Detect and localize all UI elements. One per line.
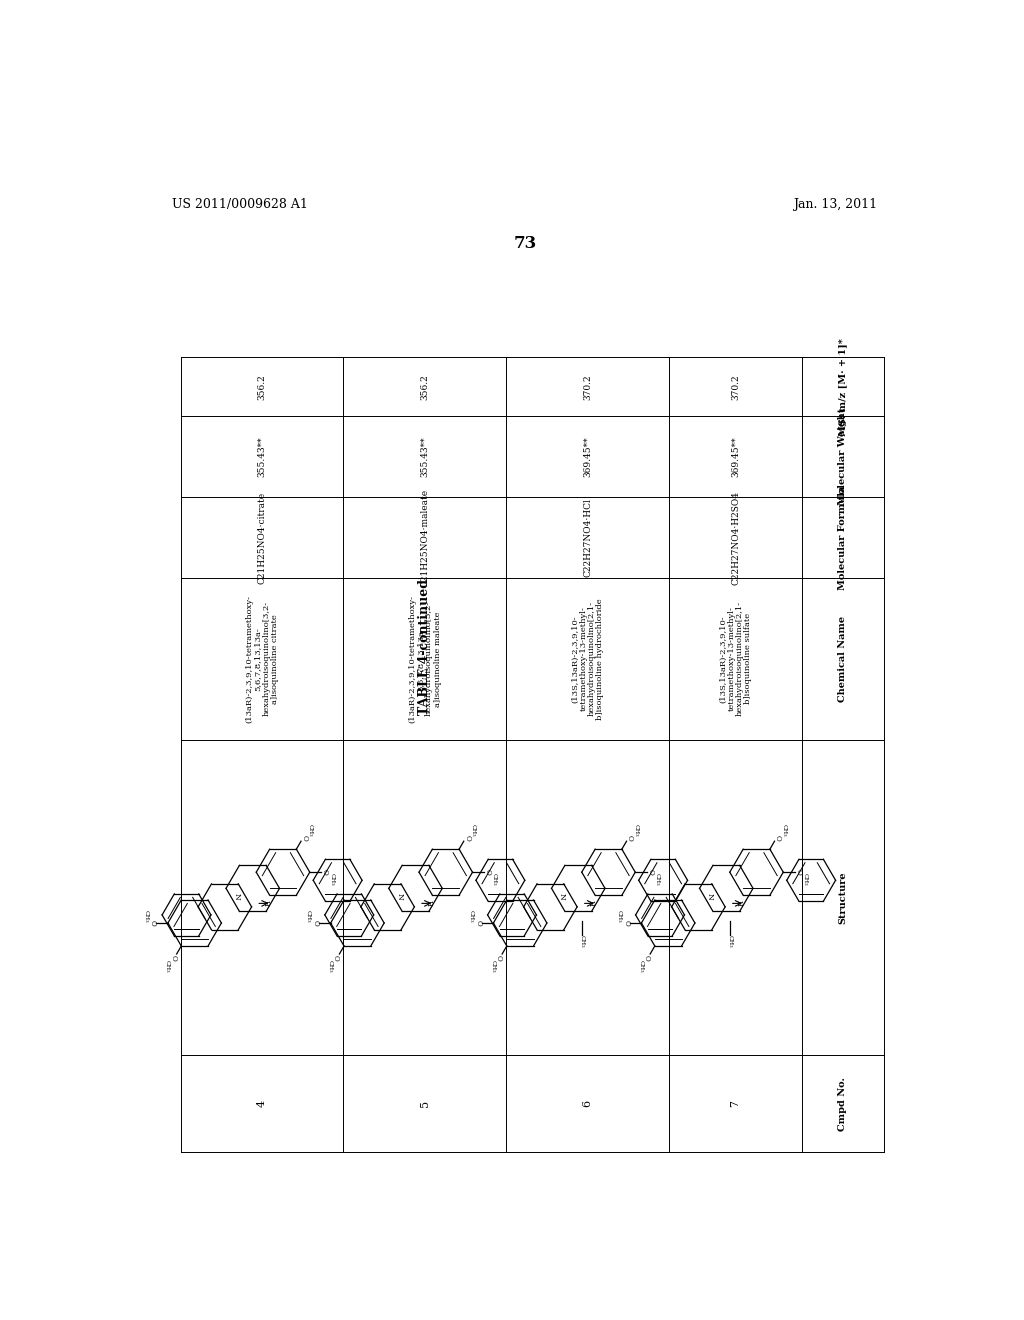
Text: O: O: [774, 834, 782, 841]
Text: CH₃: CH₃: [490, 961, 496, 973]
Text: O: O: [643, 954, 650, 961]
Text: (13aR)-2,3,9,10-tetramethoxy-: (13aR)-2,3,9,10-tetramethoxy-: [408, 595, 416, 723]
Text: C21H25NO4·maleate: C21H25NO4·maleate: [420, 488, 429, 586]
Text: CH₃: CH₃: [493, 873, 497, 886]
Text: C22H27NO4·H2SO4: C22H27NO4·H2SO4: [731, 491, 740, 585]
Text: C21H25NO4·citrate: C21H25NO4·citrate: [258, 491, 266, 583]
Text: Molecular Weight: Molecular Weight: [839, 408, 848, 506]
Text: N: N: [395, 894, 403, 900]
Text: O: O: [626, 834, 634, 841]
Text: 355.43**: 355.43**: [258, 437, 266, 477]
Text: O: O: [169, 954, 177, 961]
Text: H: H: [424, 900, 432, 907]
Text: Molecular Formula: Molecular Formula: [839, 486, 848, 590]
Text: a]isoquinoline citrate: a]isoquinoline citrate: [271, 614, 279, 704]
Text: 5,6,7,8,13,13a-: 5,6,7,8,13,13a-: [417, 627, 425, 690]
Text: CH₃: CH₃: [471, 825, 475, 837]
Text: O: O: [300, 834, 308, 841]
Text: N: N: [558, 894, 566, 900]
Text: Jan. 13, 2011: Jan. 13, 2011: [794, 198, 878, 211]
Text: CH₃: CH₃: [616, 909, 622, 923]
Text: US 2011/0009628 A1: US 2011/0009628 A1: [172, 198, 308, 211]
Text: H: H: [735, 900, 743, 907]
Text: O: O: [495, 954, 503, 961]
Text: O: O: [795, 870, 803, 875]
Text: H: H: [261, 900, 269, 907]
Text: O: O: [148, 920, 157, 925]
Text: (13aR)-2,3,9,10-tetramethoxy-: (13aR)-2,3,9,10-tetramethoxy-: [246, 595, 253, 723]
Text: CH₃: CH₃: [638, 961, 643, 973]
Text: tetramethoxy-13-methyl-: tetramethoxy-13-methyl-: [727, 606, 735, 711]
Text: O: O: [311, 920, 319, 925]
Text: CH₃: CH₃: [633, 825, 638, 837]
Text: O: O: [463, 834, 471, 841]
Text: CH₃: CH₃: [306, 909, 311, 923]
Text: TABLE 4-continued: TABLE 4-continued: [419, 579, 431, 715]
Text: 7: 7: [730, 1100, 740, 1107]
Text: CH₃: CH₃: [165, 961, 170, 973]
Text: tetramethoxy-13-methyl-: tetramethoxy-13-methyl-: [580, 606, 588, 711]
Text: CH₃: CH₃: [469, 909, 474, 923]
Text: 6: 6: [583, 1100, 593, 1107]
Text: O: O: [321, 870, 329, 875]
Text: 369.45**: 369.45**: [583, 437, 592, 477]
Text: 355.43**: 355.43**: [420, 437, 429, 477]
Text: O: O: [623, 920, 631, 925]
Text: 73: 73: [513, 235, 537, 252]
Text: CH₃: CH₃: [308, 825, 312, 837]
Text: CH₃: CH₃: [803, 873, 808, 886]
Text: O: O: [474, 920, 482, 925]
Text: (13S,13aR)-2,3,9,10-: (13S,13aR)-2,3,9,10-: [570, 615, 579, 702]
Text: H: H: [587, 900, 595, 907]
Text: MS: m/z [M· + 1]*: MS: m/z [M· + 1]*: [839, 338, 848, 436]
Text: 369.45**: 369.45**: [731, 437, 740, 477]
Text: hexahydroisoquinolino[3,2-: hexahydroisoquinolino[3,2-: [425, 602, 433, 717]
Text: CH₃: CH₃: [727, 935, 732, 948]
Text: a]isoquinoline maleate: a]isoquinoline maleate: [433, 611, 441, 706]
Text: N: N: [232, 894, 241, 900]
Text: 5: 5: [420, 1100, 430, 1107]
Text: 370.2: 370.2: [731, 374, 740, 400]
Text: (13S,13aR)-2,3,9,10-: (13S,13aR)-2,3,9,10-: [719, 615, 727, 702]
Text: O: O: [483, 870, 492, 875]
Text: Cmpd No.: Cmpd No.: [839, 1077, 848, 1130]
Text: b]isoquinoline sulfate: b]isoquinoline sulfate: [744, 614, 753, 705]
Text: b]isoquinoline hydrochloride: b]isoquinoline hydrochloride: [596, 598, 604, 719]
Text: 5,6,7,8,13,13a-: 5,6,7,8,13,13a-: [254, 627, 262, 690]
Text: 356.2: 356.2: [258, 374, 266, 400]
Text: O: O: [332, 954, 340, 961]
Text: Structure: Structure: [839, 871, 848, 924]
Text: 356.2: 356.2: [420, 374, 429, 400]
Text: CH₃: CH₃: [143, 909, 148, 923]
Text: CH₃: CH₃: [328, 961, 333, 973]
Text: CH₃: CH₃: [580, 935, 585, 948]
Text: CH₃: CH₃: [781, 825, 786, 837]
Text: N: N: [706, 894, 714, 900]
Text: Chemical Name: Chemical Name: [839, 616, 848, 702]
Text: C22H27NO4·HCl: C22H27NO4·HCl: [583, 498, 592, 577]
Text: CH₃: CH₃: [654, 873, 659, 886]
Text: hexahydroisoquinolino[3,2-: hexahydroisoquinolino[3,2-: [262, 602, 270, 717]
Text: 4: 4: [257, 1100, 267, 1107]
Text: hexahydroisoquinolino[2,1-: hexahydroisoquinolino[2,1-: [736, 602, 743, 717]
Text: CH₃: CH₃: [330, 873, 334, 886]
Text: O: O: [646, 870, 654, 875]
Text: hexahydroisoquinolino[2,1-: hexahydroisoquinolino[2,1-: [588, 602, 596, 717]
Text: 370.2: 370.2: [583, 374, 592, 400]
